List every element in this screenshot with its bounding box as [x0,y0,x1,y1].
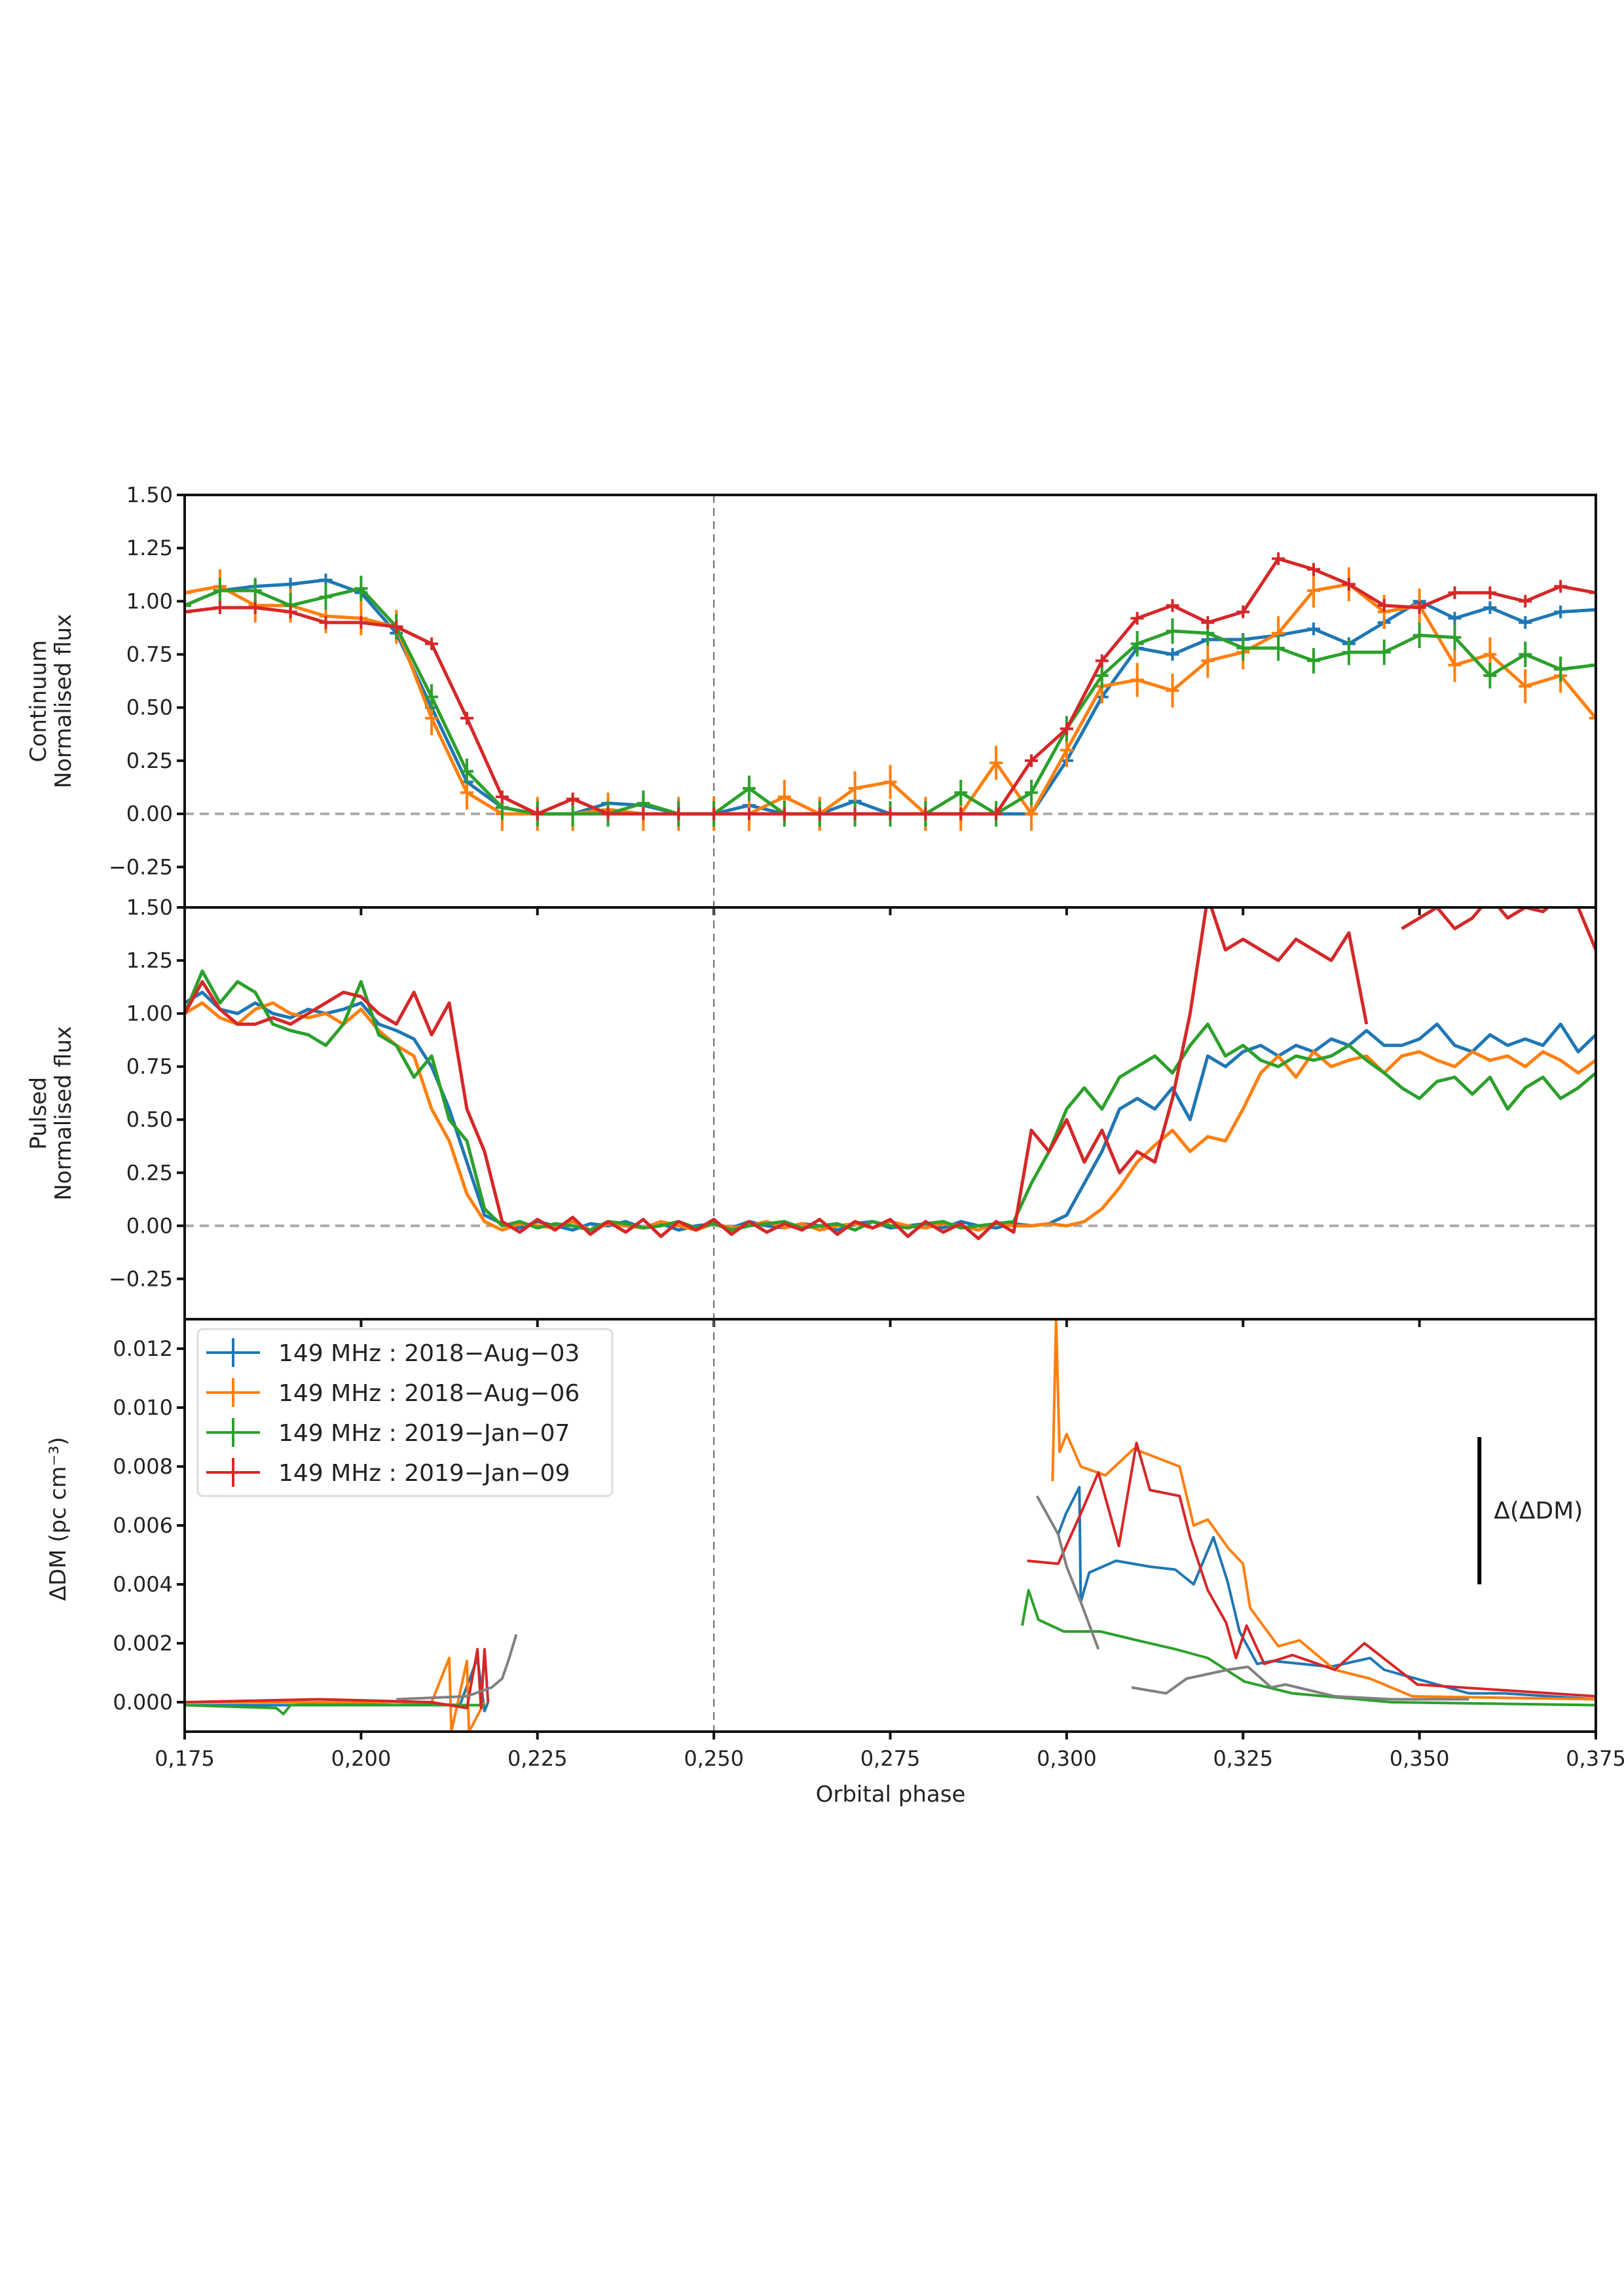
x-tick-label: 0,275 [860,1746,921,1771]
x-tick-label: 0,300 [1037,1746,1097,1771]
legend-box [196,1328,614,1497]
x-tick-label: 0,225 [507,1746,568,1771]
legend: 149 MHz : 2018−Aug−03 149 MHz : 2018−Aug−… [196,1328,614,1497]
y-axis-label: Normalised flux [50,1026,77,1201]
x-tick-label: 0,175 [155,1746,215,1771]
series-line-3 [1021,1589,1596,1707]
panel-data [185,1319,1596,1732]
legend-entry: 149 MHz : 2018−Aug−06 [206,1378,580,1407]
legend-label: 149 MHz : 2019−Jan−07 [278,1420,570,1447]
x-tick-label: 0,350 [1390,1746,1450,1771]
y-tick-label: −0.25 [109,1266,173,1291]
panel-data [185,907,1596,1319]
series-line-4 [1401,907,1596,951]
y-tick-label: 1.00 [126,1001,173,1026]
panel-data [185,495,1596,907]
series-line-5 [396,1633,518,1701]
series-line-4 [185,907,1369,1241]
y-tick-label: 0.004 [113,1572,173,1597]
y-tick-label: 1.25 [126,536,173,560]
y-tick-label: 0.002 [113,1631,173,1656]
series-line-1 [185,991,1596,1232]
series-line-3 [185,969,1596,1232]
series-line-5 [1035,1495,1100,1650]
x-tick-label: 0,325 [1213,1746,1273,1771]
y-axis-label: Pulsed [26,1077,52,1150]
y-axis-label: ΔDM (pc cm⁻³) [45,1437,71,1601]
series-line-3 [185,1704,485,1715]
legend-entry: 149 MHz : 2019−Jan−07 [206,1418,570,1447]
series-line-5 [1131,1666,1469,1701]
x-axis-label: Orbital phase [816,1781,966,1808]
legend-label: 149 MHz : 2018−Aug−03 [278,1340,580,1367]
legend-entry: 149 MHz : 2019−Jan−09 [206,1458,570,1487]
legend-label: 149 MHz : 2019−Jan−09 [278,1460,570,1487]
y-axis-label: Continuum [26,640,52,763]
panel-1: 1.50 1.25 1.00 0.75 0.50 0.25 0.00 −0.25 Continu… [26,483,1597,915]
y-tick-label: 1.00 [126,589,173,613]
series-line-1 [1057,1485,1596,1701]
y-tick-label: 0.75 [126,642,173,667]
y-tick-label: 0.008 [113,1454,173,1479]
y-tick-label: 1.50 [126,895,173,920]
x-tick-label: 0,200 [331,1746,392,1771]
x-tick-label: 0,250 [684,1746,744,1771]
panel-3: 0.012 0.010 0.008 0.006 0.004 0.002 0.000 0,175… [45,1318,1624,1771]
delta-dm-annotation: Δ(ΔDM) [1494,1498,1583,1525]
y-tick-label: −0.25 [109,854,173,879]
y-tick-label: 0.000 [113,1690,173,1715]
y-tick-label: 0.25 [126,748,173,773]
y-tick-label: 0.010 [113,1395,173,1420]
y-axis-label: Normalised flux [50,614,77,789]
plot-area: 1.50 1.25 1.00 0.75 0.50 0.25 0.00 −0.25 Continu… [26,483,1624,1771]
y-tick-label: 1.25 [126,948,173,973]
y-tick-label: 0.50 [126,1107,173,1132]
y-tick-label: 0.00 [126,1213,173,1238]
y-tick-label: 1.50 [126,483,173,507]
x-tick-label: 0,375 [1566,1746,1624,1771]
legend-entry: 149 MHz : 2018−Aug−03 [206,1338,580,1367]
y-tick-label: 0.012 [113,1336,173,1361]
y-tick-label: 0.50 [126,695,173,720]
series-line-4 [1027,1442,1596,1698]
y-tick-label: 0.25 [126,1160,173,1185]
series-line-4 [185,1648,490,1709]
legend-label: 149 MHz : 2018−Aug−06 [278,1380,580,1407]
y-tick-label: 0.006 [113,1513,173,1538]
y-tick-label: 0.75 [126,1054,173,1079]
y-tick-label: 0.00 [126,801,173,826]
